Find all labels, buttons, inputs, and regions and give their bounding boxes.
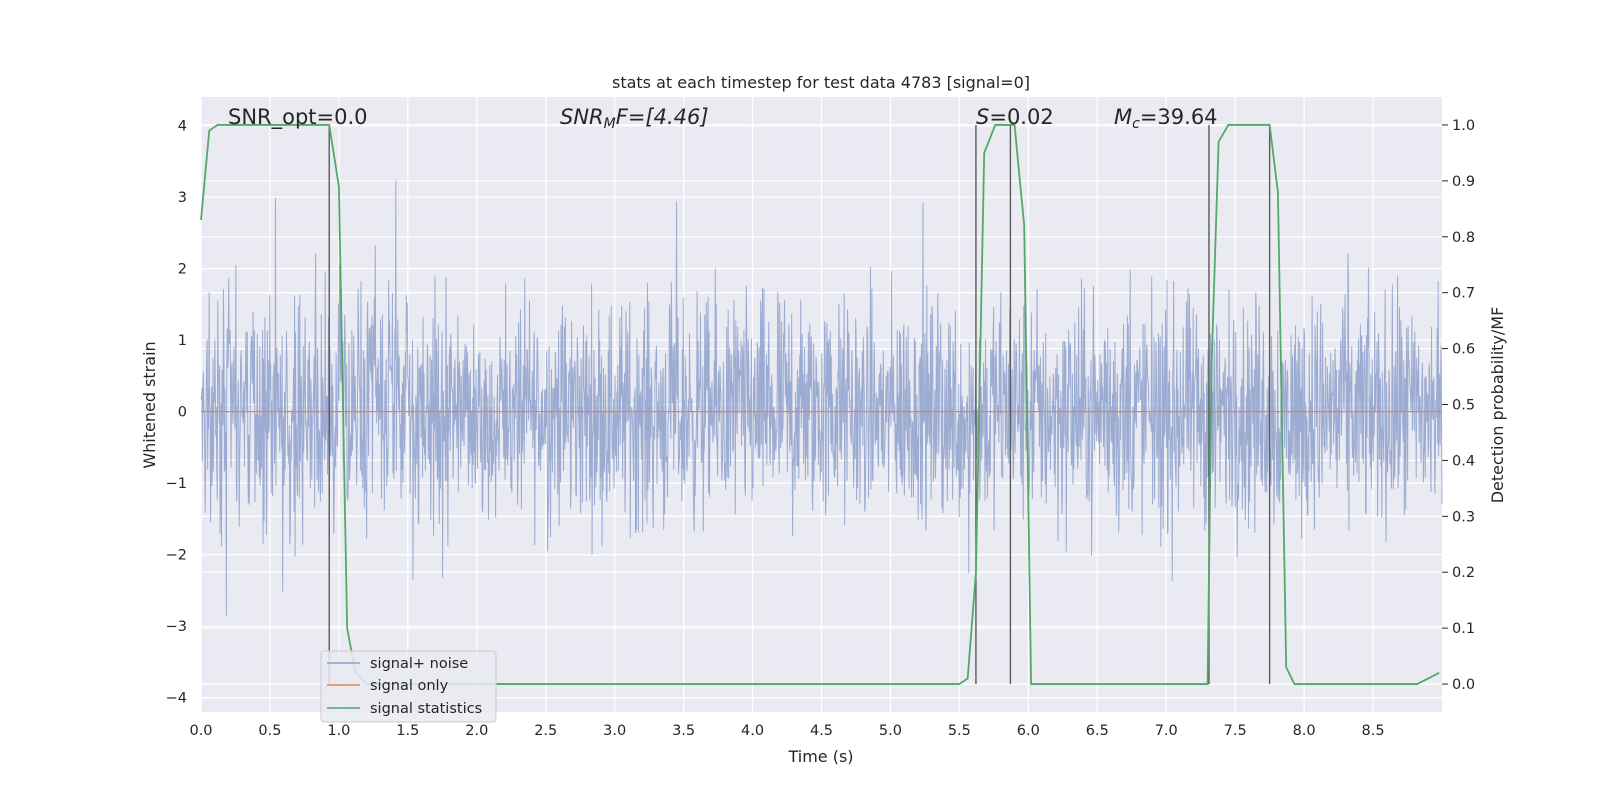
x-tick-label: 5.0 [879,723,902,739]
x-tick-label: 1.5 [396,723,419,739]
x-tick-label: 1.0 [327,723,350,739]
y-right-tick-label: 0.2 [1452,565,1475,581]
noise-series [200,180,1443,616]
y-axis-right-label: Detection probability/MF [1488,307,1507,504]
x-tick-label: 3.5 [672,723,695,739]
line-series [200,124,1442,685]
legend-label-statistics: signal statistics [370,701,482,717]
x-tick-label: 2.5 [534,723,557,739]
y-right-tick-label: 0.3 [1452,509,1475,525]
x-axis-label: Time (s) [787,747,853,766]
x-tick-label: 6.5 [1086,723,1109,739]
legend-label-noise: signal+ noise [370,656,468,672]
signal-statistics-line [200,124,1440,685]
annotation-s: S=0.02 [976,105,1054,129]
legend: signal+ noise signal only signal statist… [320,650,497,723]
y-left-tick-label: −3 [166,619,187,635]
y-left-tick-label: 4 [178,119,187,135]
x-tick-label: 8.5 [1362,723,1385,739]
x-tick-label: 6.0 [1017,723,1040,739]
x-tick-label: 4.0 [741,723,764,739]
x-tick-label: 7.0 [1155,723,1178,739]
y-left-tick-label: 3 [178,190,187,206]
y-right-tick-label: 0.1 [1452,621,1475,637]
noise-line [200,180,1443,616]
y-right-tick-label: 0.6 [1452,342,1475,358]
x-tick-label: 5.5 [948,723,971,739]
x-tick-label: 2.0 [465,723,488,739]
y-left-tick-label: 0 [178,405,187,421]
x-tick-label: 7.5 [1224,723,1247,739]
y-left-tick-label: −1 [166,476,187,492]
y-right-tick-label: 0.5 [1452,398,1475,414]
y-right-tick-label: 0.7 [1452,286,1475,302]
y-right-tick-label: 0.9 [1452,174,1475,190]
y-left-tick-label: 1 [178,333,187,349]
tick-labels: 0.0 0.5 1.0 1.5 2.0 2.5 3.0 3.5 4.0 4.5 5.0 5.5 6.0 6… [166,118,1475,739]
y-left-tick-label: −2 [166,548,187,564]
chart-title: stats at each timestep for test data 478… [612,73,1030,92]
legend-label-signal: signal only [370,678,449,694]
y-right-tick-label: 1.0 [1452,118,1475,134]
y-axis-left-label: Whitened strain [140,341,159,468]
annotation-snr-mf: SNRMF=[4.46] [560,105,709,132]
y-right-tick-label: 0.4 [1452,453,1475,469]
x-tick-label: 3.0 [603,723,626,739]
x-tick-label: 0.0 [189,723,212,739]
x-tick-label: 0.5 [258,723,281,739]
x-tick-label: 4.5 [810,723,833,739]
annotation-snr-opt: SNR_opt=0.0 [228,105,368,130]
legend-box [320,650,497,723]
y-right-tick-label: 0.8 [1452,230,1475,246]
x-tick-label: 8.0 [1293,723,1316,739]
annotation-mc: Mc=39.64 [1114,105,1218,132]
y-left-tick-label: 2 [178,262,187,278]
y-right-tick-label: 0.0 [1452,677,1475,693]
y-left-tick-label: −4 [166,691,187,707]
